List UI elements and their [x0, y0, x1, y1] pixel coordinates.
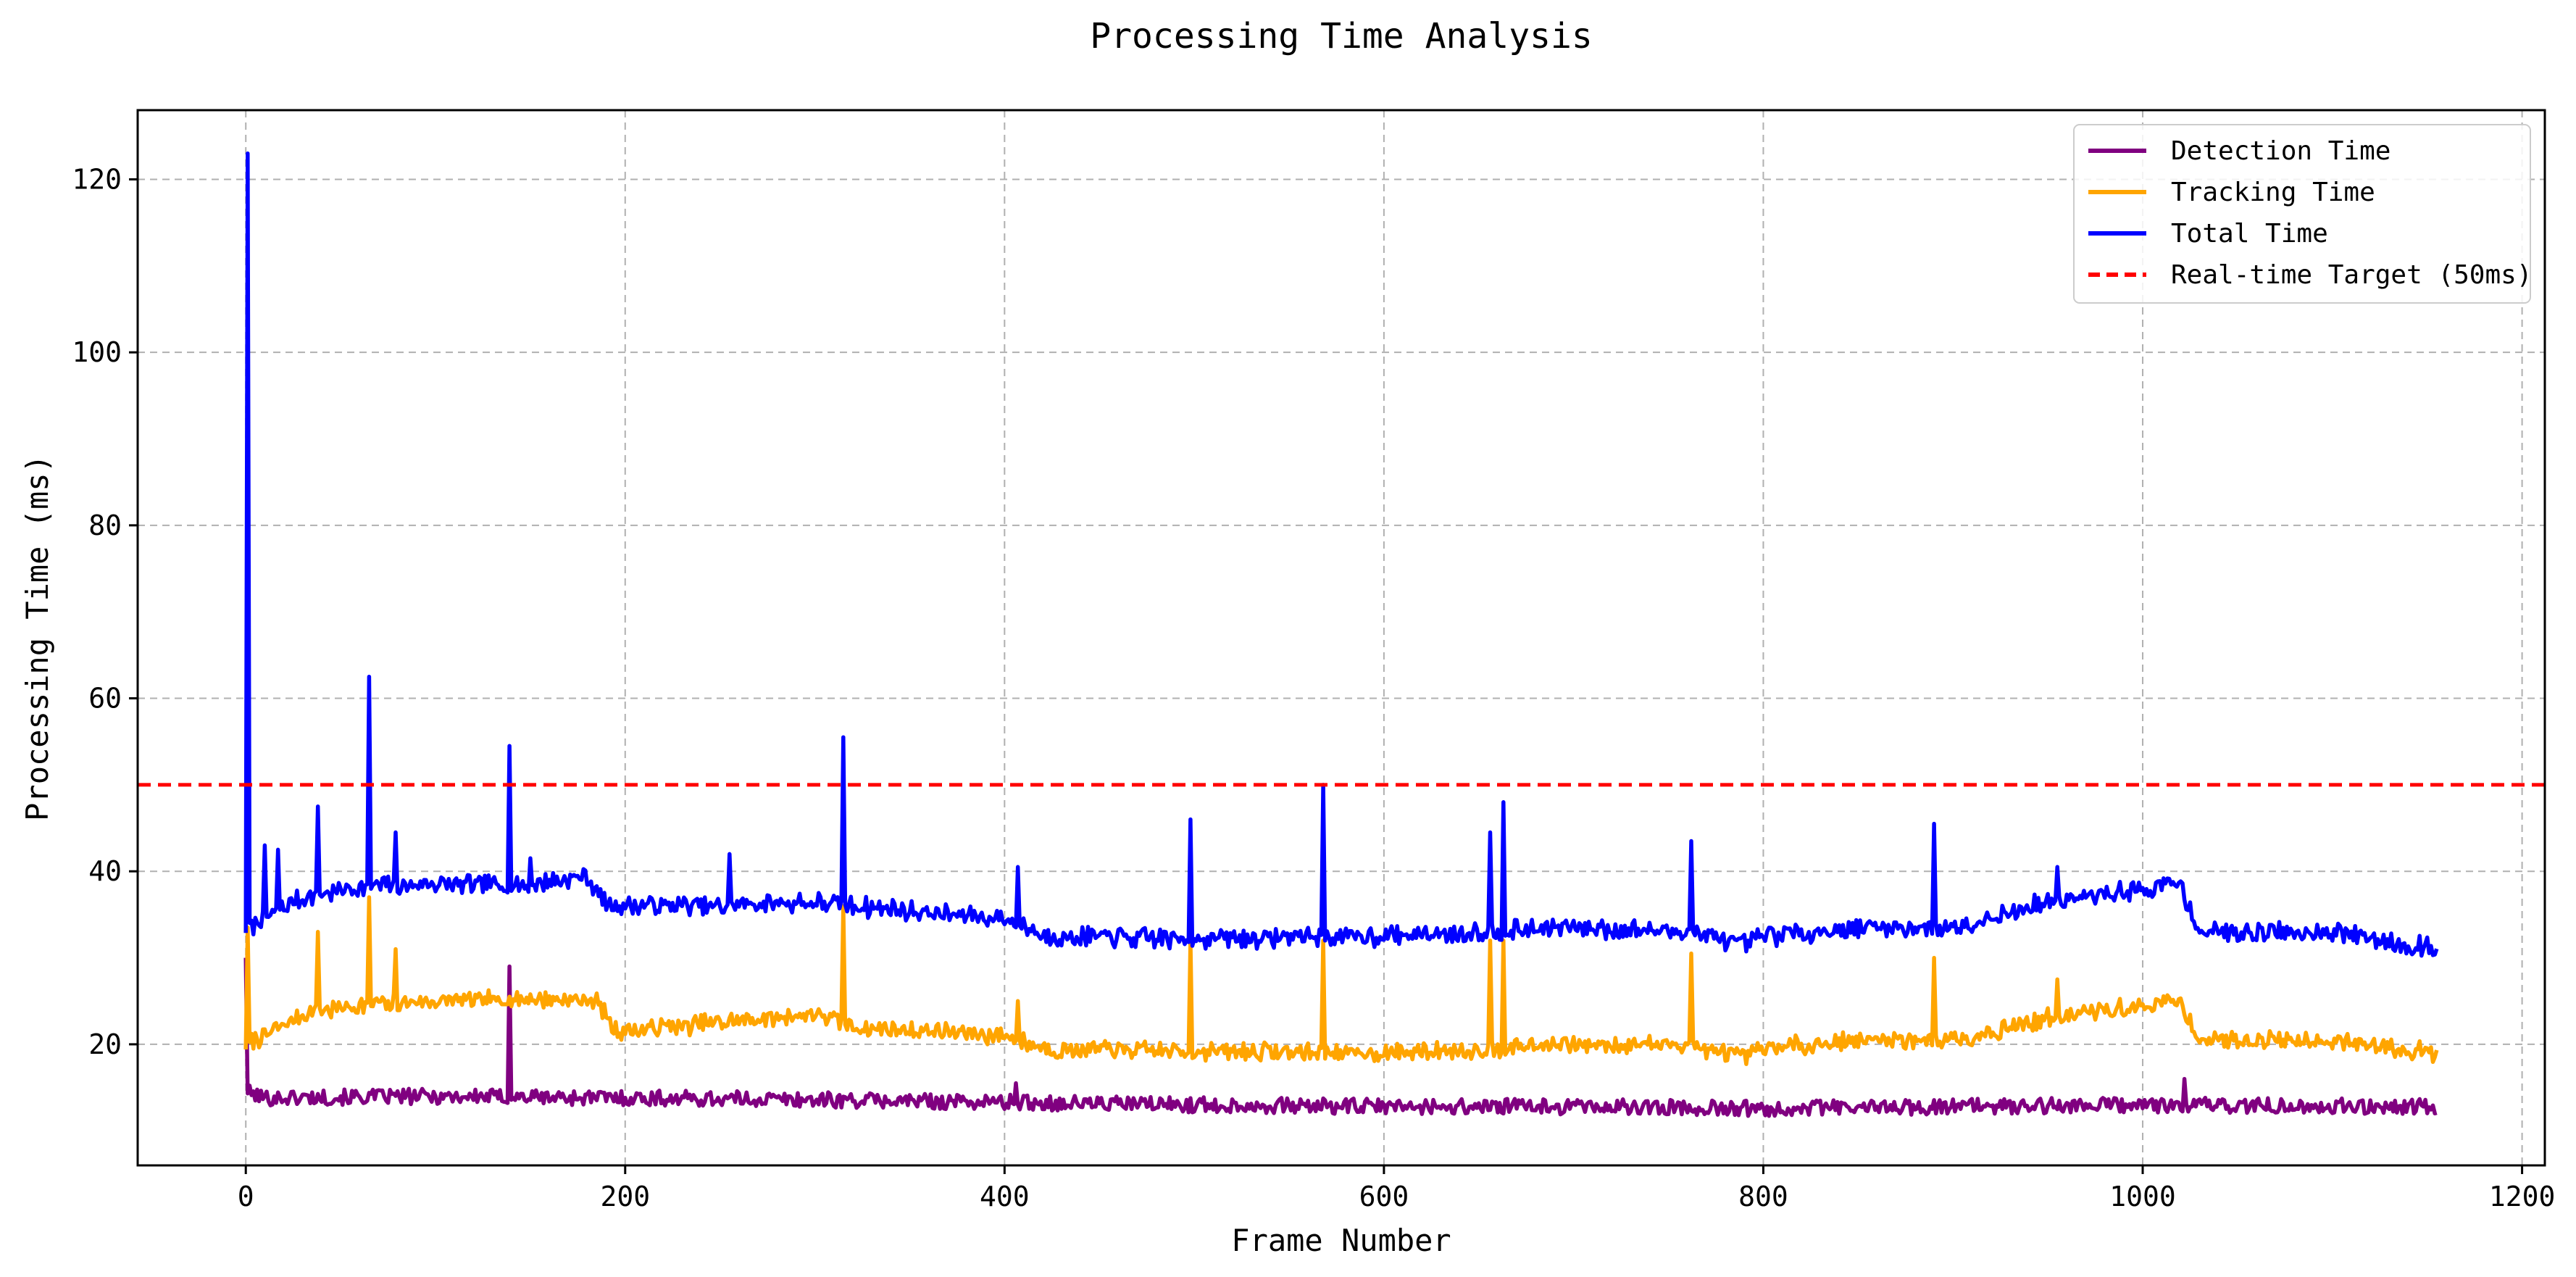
y-tick-label: 120	[72, 163, 122, 195]
axis-ticks: 0 200 400 600 800 1000 1200 20 40 60 80 100 120	[72, 163, 2555, 1212]
x-tick-label: 600	[1359, 1181, 1409, 1212]
legend-label: Real-time Target (50ms)	[2171, 260, 2533, 290]
series-lines	[138, 151, 2545, 1118]
y-tick-label: 100	[72, 336, 122, 368]
legend-label: Detection Time	[2171, 136, 2390, 166]
grid-lines	[138, 110, 2545, 1165]
x-tick-label: 800	[1738, 1181, 1788, 1212]
legend-label: Total Time	[2171, 219, 2328, 249]
series-line-detection-time	[243, 957, 2438, 1118]
x-tick-label: 200	[600, 1181, 650, 1212]
y-axis-label: Processing Time (ms)	[20, 454, 55, 821]
x-tick-label: 0	[238, 1181, 254, 1212]
y-tick-label: 60	[88, 683, 122, 715]
y-tick-label: 20	[88, 1028, 122, 1060]
legend-label: Tracking Time	[2171, 178, 2375, 207]
y-tick-label: 40	[88, 855, 122, 887]
legend: Detection Time Tracking Time Total Time Rea…	[2073, 124, 2533, 304]
x-axis-label: Frame Number	[1231, 1223, 1451, 1258]
series-line-total-time	[243, 151, 2439, 958]
x-tick-label: 400	[980, 1181, 1030, 1212]
series-line-tracking-time	[243, 895, 2439, 1066]
x-tick-label: 1200	[2489, 1181, 2556, 1212]
x-tick-label: 1000	[2109, 1181, 2176, 1212]
plot-area-frame	[136, 109, 2546, 1167]
chart-title: Processing Time Analysis	[1090, 16, 1593, 57]
y-tick-label: 80	[88, 509, 122, 541]
legend-box	[2073, 124, 2531, 304]
